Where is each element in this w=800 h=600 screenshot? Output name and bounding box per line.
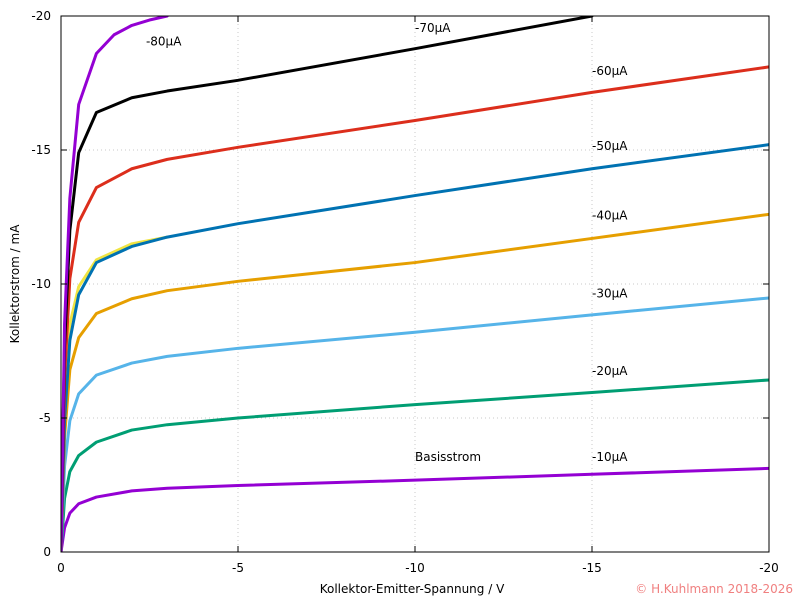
y-tick-label: -10 bbox=[31, 277, 51, 291]
legend-title: Basisstrom bbox=[415, 450, 481, 464]
x-tick-label: 0 bbox=[57, 561, 65, 575]
grid bbox=[61, 16, 769, 552]
y-tick-label: -15 bbox=[31, 143, 51, 157]
series-lines bbox=[61, 16, 769, 552]
x-axis-label: Kollektor-Emitter-Spannung / V bbox=[320, 582, 505, 596]
x-tick-label: -20 bbox=[759, 561, 779, 575]
series-line bbox=[61, 378, 769, 552]
series-label: -80µA bbox=[146, 34, 182, 48]
series-line bbox=[61, 143, 769, 552]
series-label: -40µA bbox=[592, 209, 628, 223]
series-labels: -80µA -70µA -60µA -50µA -40µA -30µA -20µA -10µA bbox=[146, 21, 628, 464]
series-line bbox=[61, 296, 769, 552]
y-tick-label: -20 bbox=[31, 9, 51, 23]
series-line bbox=[61, 65, 769, 552]
series-label: -50µA bbox=[592, 139, 628, 153]
series-label: -20µA bbox=[592, 364, 628, 378]
y-tick-label: 0 bbox=[43, 545, 51, 559]
series-line bbox=[61, 466, 769, 552]
series-line bbox=[61, 212, 769, 552]
series-label: -30µA bbox=[592, 286, 628, 300]
series-label: -60µA bbox=[592, 64, 628, 78]
series-label: -70µA bbox=[415, 21, 451, 35]
y-axis-label: Kollektorstrom / mA bbox=[8, 224, 22, 344]
copyright-notice: © H.Kuhlmann 2018-2026 bbox=[635, 582, 793, 596]
series-label: -10µA bbox=[592, 450, 628, 464]
series-line bbox=[61, 16, 169, 552]
axis-ticks: 0 -5 -10 -15 -20 0 -5 -10 -15 -20 bbox=[31, 9, 778, 575]
y-tick-label: -5 bbox=[39, 411, 51, 425]
x-tick-label: -5 bbox=[232, 561, 244, 575]
x-tick-label: -15 bbox=[582, 561, 602, 575]
series-line bbox=[61, 16, 594, 552]
x-tick-label: -10 bbox=[405, 561, 425, 575]
